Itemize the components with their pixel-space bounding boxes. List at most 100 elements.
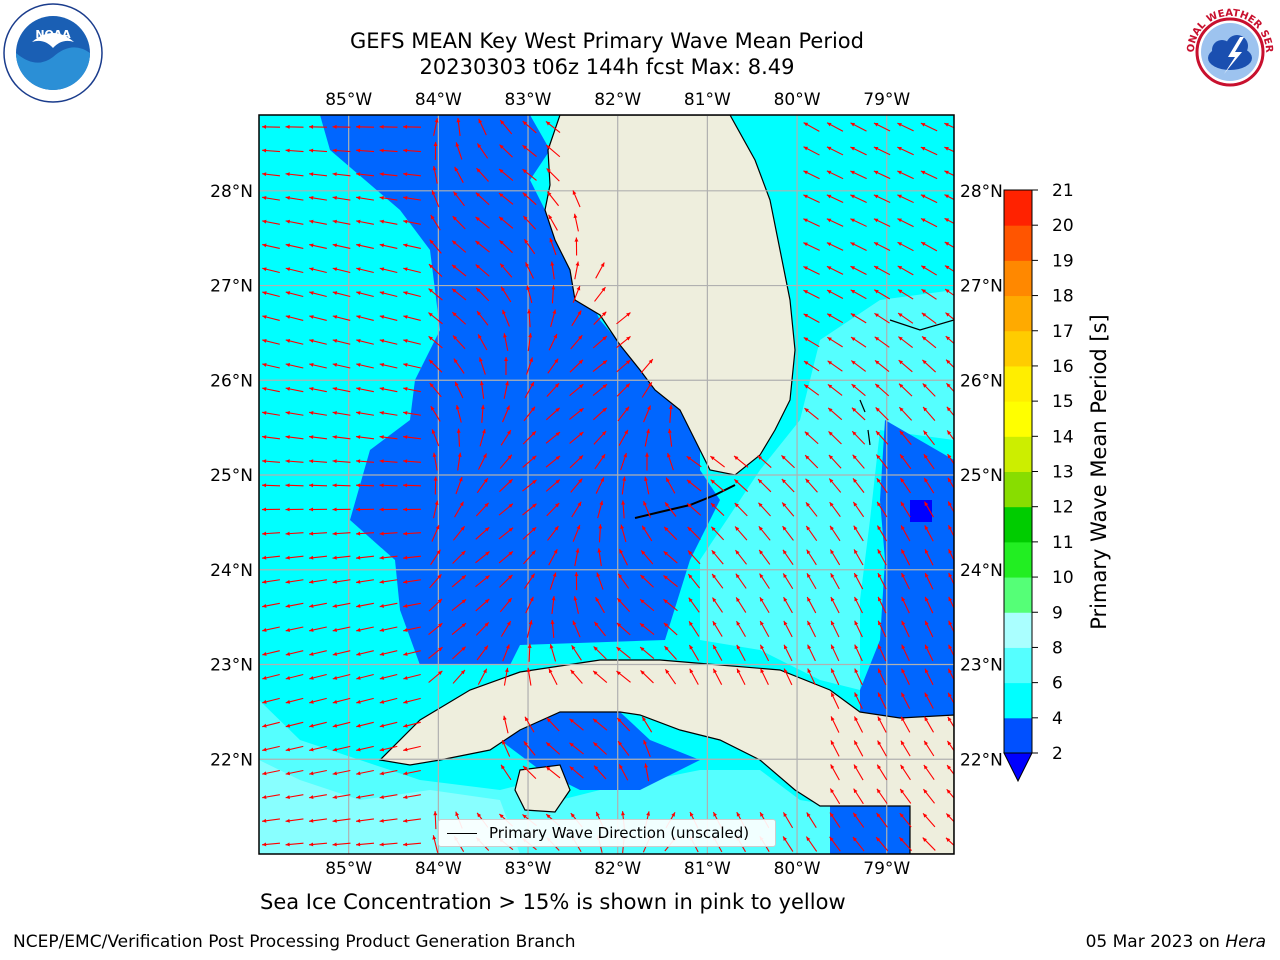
wave-arrow (332, 459, 351, 464)
wave-arrow (686, 479, 702, 492)
wave-arrow (433, 476, 438, 495)
wave-arrow (452, 525, 466, 541)
wave-arrow (309, 411, 327, 416)
wave-arrow (922, 383, 936, 397)
wave-arrow (782, 573, 794, 590)
wave-arrow (688, 621, 700, 637)
wave-arrow (924, 620, 934, 638)
wave-arrow (478, 118, 487, 136)
wave-arrow (803, 384, 820, 396)
wave-arrow (332, 745, 351, 752)
longitude-label: 85°W (325, 90, 372, 110)
wave-arrow (782, 525, 794, 541)
wave-arrow (945, 837, 954, 847)
wave-arrow (475, 502, 490, 517)
wave-arrow (285, 172, 304, 177)
wave-arrow (898, 383, 913, 397)
wave-arrow (924, 572, 934, 590)
wave-arrow (947, 477, 954, 490)
wave-arrow (526, 667, 532, 686)
wave-arrow (262, 626, 280, 632)
colorbar-segment (1004, 260, 1032, 297)
wave-arrow (924, 596, 934, 614)
wave-arrow (570, 478, 583, 493)
wave-arrow (640, 550, 654, 565)
wave-arrow (573, 213, 579, 232)
wave-arrow (806, 549, 817, 566)
wave-arrow (526, 357, 533, 375)
colorbar-tick-label: 8 (1052, 638, 1063, 658)
wave-arrow (402, 483, 422, 488)
wave-arrow (923, 788, 935, 804)
wave-arrow (640, 358, 654, 374)
wave-arrow (854, 668, 863, 686)
wave-arrow (522, 503, 537, 516)
wave-arrow (285, 411, 304, 416)
wave-arrow (285, 243, 304, 249)
wave-arrow (900, 740, 911, 757)
wave-arrow (308, 507, 328, 512)
wave-arrow (850, 170, 867, 180)
wave-arrow (923, 740, 935, 757)
wave-arrow (403, 794, 421, 799)
longitude-label: 79°W (863, 90, 910, 110)
longitude-label: 81°W (684, 859, 731, 879)
wave-arrow (428, 670, 443, 683)
wave-arrow (806, 573, 817, 590)
wave-arrow (332, 531, 351, 536)
wave-arrow (616, 359, 631, 373)
wave-arrow (781, 455, 795, 469)
wave-arrow (641, 525, 653, 542)
wave-arrow (402, 531, 422, 536)
wave-arrow (475, 264, 490, 277)
longitude-label: 80°W (774, 859, 821, 879)
wave-arrow (476, 477, 489, 494)
wave-arrow (475, 622, 490, 636)
wave-arrow (852, 836, 865, 852)
wave-arrow (850, 313, 867, 324)
wave-arrow (523, 573, 536, 589)
wave-arrow (594, 286, 606, 302)
period-2-4-gulf (320, 115, 720, 665)
wave-arrow (593, 765, 607, 780)
wave-arrow (355, 483, 375, 488)
wave-arrow (285, 387, 304, 393)
wave-arrow (851, 407, 866, 421)
wave-arrow (826, 194, 844, 204)
wave-arrow (946, 406, 954, 417)
wave-arrow (876, 501, 888, 518)
latitude-label: 26°N (960, 371, 1003, 391)
wave-arrow (574, 261, 580, 280)
sea-ice-note: Sea Ice Concentration > 15% is shown in … (260, 890, 846, 914)
wave-arrow (379, 219, 398, 225)
wave-arrow (783, 644, 793, 662)
wave-arrow (332, 626, 351, 632)
wave-arrow (356, 411, 374, 416)
wave-arrow (712, 597, 723, 613)
wave-arrow (803, 218, 820, 227)
wave-arrow (545, 766, 561, 779)
longitude-label: 82°W (594, 90, 641, 110)
wave-arrow (379, 602, 398, 608)
wave-arrow (379, 172, 398, 177)
wave-arrow (379, 148, 398, 153)
wave-arrow (639, 598, 655, 612)
wave-arrow (261, 555, 281, 560)
wave-arrow (309, 267, 327, 274)
wave-arrow (897, 170, 914, 180)
wave-arrow (285, 531, 304, 536)
wave-arrow (403, 721, 421, 728)
wave-arrow (379, 818, 398, 823)
wave-arrow (498, 503, 514, 516)
wave-arrow (877, 549, 887, 566)
latitude-label: 27°N (960, 277, 1003, 297)
wave-arrow (617, 740, 630, 756)
wave-arrow (712, 668, 723, 685)
wave-arrow (947, 668, 954, 681)
wave-arrow (853, 788, 864, 805)
colorbar-segment (1004, 577, 1032, 613)
wave-arrow (475, 526, 490, 540)
wave-arrow (571, 644, 582, 661)
colorbar-segment (1004, 330, 1032, 367)
wave-arrow (807, 644, 816, 662)
